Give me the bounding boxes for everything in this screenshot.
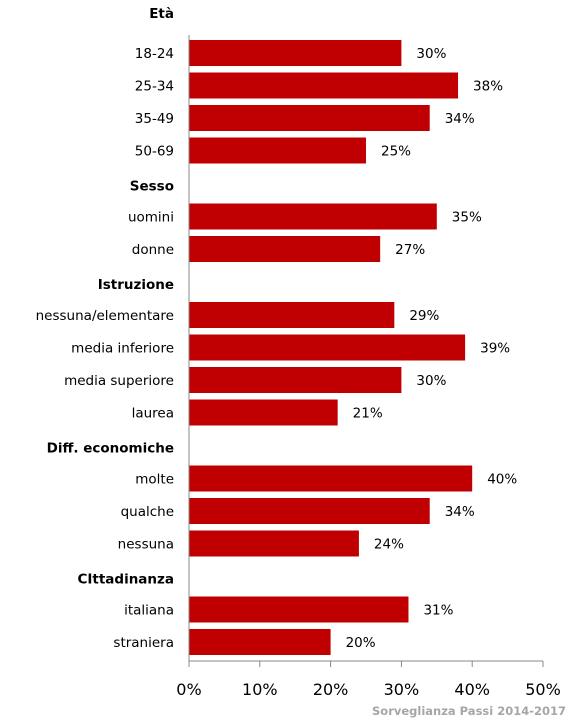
category-label: straniera [113,635,174,651]
bar [189,203,437,230]
bar [189,72,459,99]
value-label: 20% [346,635,376,651]
bar [189,596,409,623]
value-label: 35% [452,210,482,226]
group-title: Sesso [130,179,174,195]
category-label: nessuna [118,537,174,553]
group-title: Istruzione [98,277,174,293]
value-label: 39% [480,341,510,357]
x-tick-label: 50% [525,680,561,699]
value-label: 34% [445,504,475,520]
group-title: Età [149,6,174,22]
category-label: media inferiore [71,341,174,357]
group-title: CIttadinanza [77,572,174,588]
bar [189,334,466,361]
value-label: 24% [374,537,404,553]
category-label: uomini [128,210,174,226]
value-label: 21% [353,406,383,422]
category-label: nessuna/elementare [36,308,174,324]
x-tick-label: 10% [242,680,278,699]
bar [189,302,395,328]
bar [189,465,473,492]
category-label: media superiore [64,373,174,389]
value-label: 29% [409,308,439,324]
value-label: 30% [416,373,446,389]
value-label: 34% [445,111,475,127]
bar [189,40,402,66]
category-label: 18-24 [135,46,174,62]
bar [189,498,430,524]
category-label: donne [132,242,174,258]
category-label: 35-49 [135,111,174,127]
value-label: 31% [423,603,453,619]
bar [189,105,430,131]
x-tick-label: 30% [384,680,420,699]
bar [189,530,359,557]
value-label: 30% [416,46,446,62]
group-title: Diff. economiche [47,441,174,457]
bar [189,236,381,262]
source-note: Sorveglianza Passi 2014-2017 [372,704,566,718]
value-label: 38% [473,79,503,95]
category-label: molte [135,472,174,488]
category-label: italiana [124,603,174,619]
category-label: 25-34 [135,79,174,95]
bar [189,137,366,164]
category-label: 50-69 [135,144,174,160]
bar [189,629,331,655]
value-label: 27% [395,242,425,258]
value-label: 40% [487,472,517,488]
category-label: laurea [132,406,174,422]
x-tick-label: 0% [176,680,201,699]
x-tick-label: 20% [313,680,349,699]
category-label: qualche [121,504,174,520]
bar [189,367,402,393]
value-label: 25% [381,144,411,160]
bar [189,399,338,426]
x-tick-label: 40% [454,680,490,699]
